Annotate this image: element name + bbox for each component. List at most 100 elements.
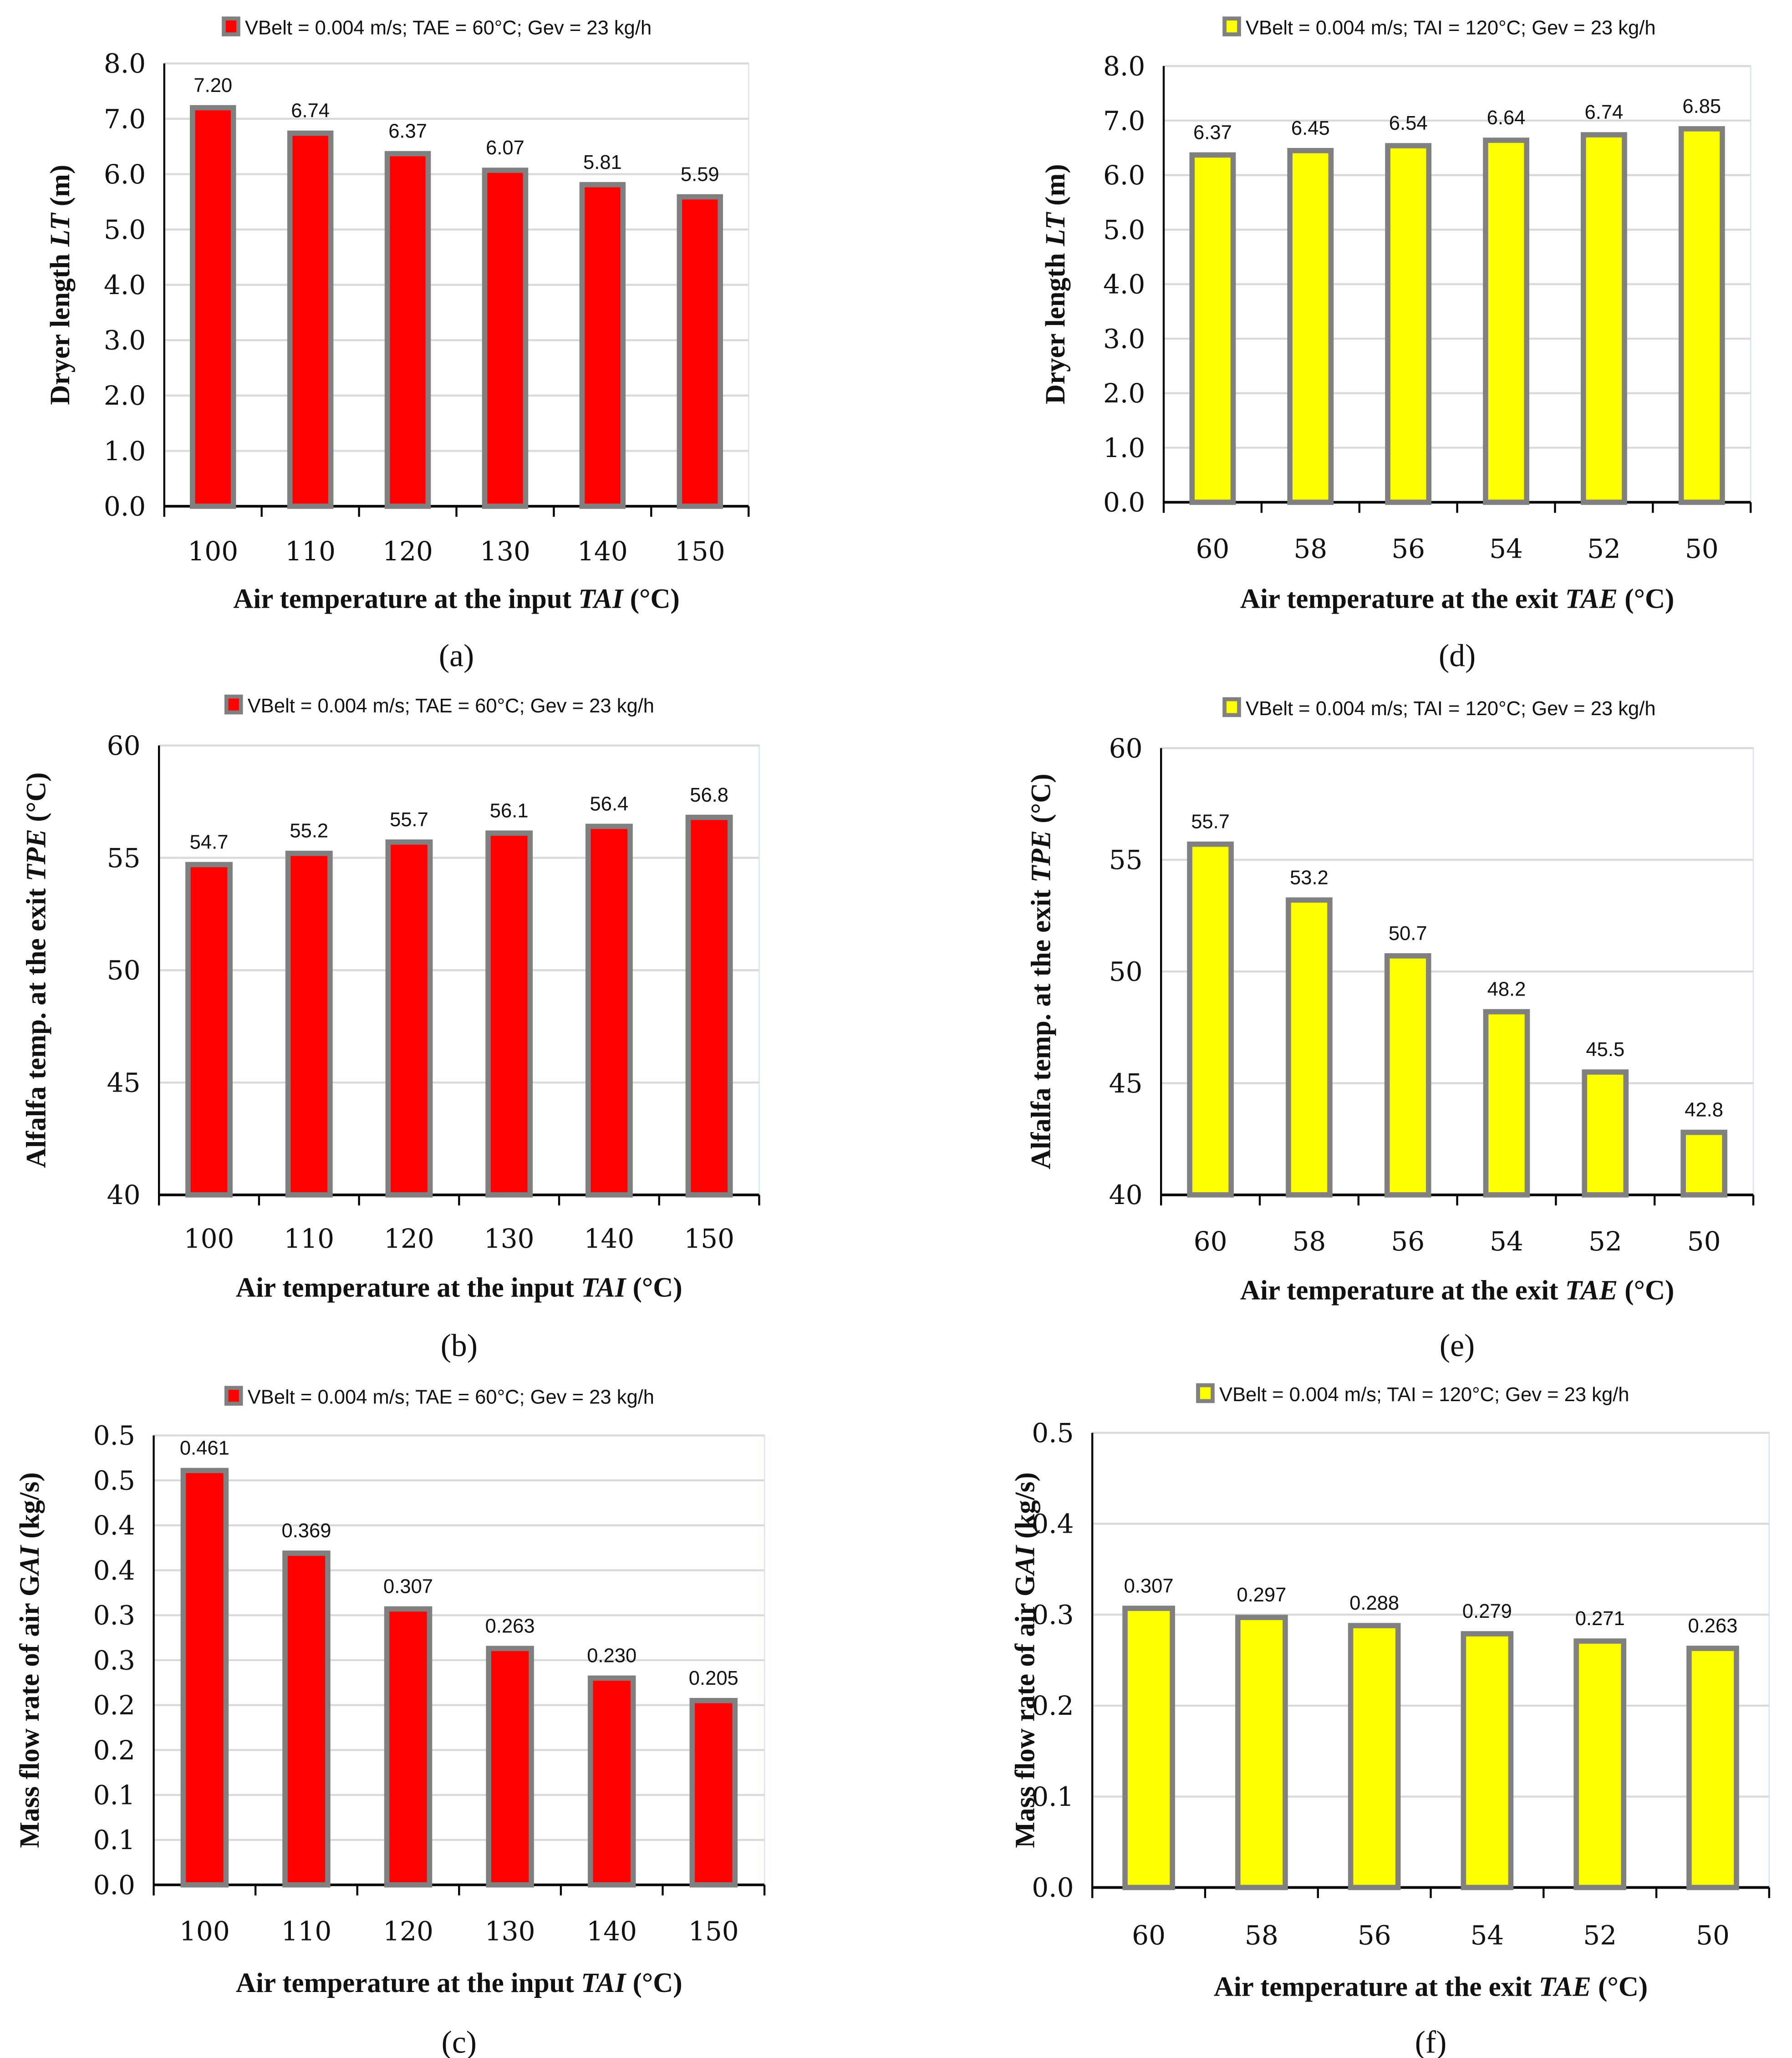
y-tick-label: 0.0 — [104, 491, 146, 522]
bar — [579, 182, 626, 509]
x-axis-title-part: (°C) — [626, 1272, 682, 1303]
y-tick-label: 50 — [107, 955, 141, 986]
data-label: 0.307 — [1124, 1575, 1174, 1597]
bar — [384, 151, 431, 509]
y-tick-label: 0.3 — [1032, 1599, 1074, 1630]
bar — [685, 814, 733, 1198]
y-tick-label: 0.3 — [93, 1645, 135, 1676]
legend-text: VBelt = 0.004 m/s; TAI = 120°C; Gev = 23… — [1246, 698, 1656, 720]
data-label: 0.263 — [1688, 1615, 1737, 1637]
x-axis-title-italic-part: TAI — [578, 584, 624, 615]
x-axis-title: Air temperature at the input TAI (°C) — [236, 1968, 682, 1998]
y-axis-title-italic-part: TPE — [1026, 830, 1056, 883]
bar — [587, 1675, 636, 1888]
data-label: 0.307 — [383, 1576, 433, 1598]
x-axis-title-part: Air temperature at the exit — [1214, 1972, 1539, 2002]
y-tick-label: 45 — [1109, 1068, 1143, 1099]
y-axis-title-part: Mass flow rate of air G — [1010, 1575, 1040, 1848]
data-label: 6.85 — [1682, 96, 1721, 117]
y-axis-title: Mass flow rate of air GAI (kg/s) — [1010, 1472, 1040, 1848]
y-tick-label: 3.0 — [1103, 323, 1145, 354]
y-tick-label: 5.0 — [1103, 214, 1145, 245]
y-tick-label: 0.1 — [93, 1779, 135, 1810]
y-tick-label: 7.0 — [104, 103, 146, 134]
x-axis-title-italic-part: TAE — [1565, 1275, 1618, 1306]
legend-text: VBelt = 0.004 m/s; TAI = 120°C; Gev = 23… — [1246, 17, 1656, 39]
legend-swatch — [222, 16, 240, 36]
x-tick-label: 140 — [577, 536, 628, 567]
data-label: 5.59 — [681, 164, 719, 186]
data-label: 0.263 — [485, 1615, 535, 1637]
bar — [1573, 1638, 1627, 1890]
legend-swatch — [1196, 1383, 1215, 1403]
legend-text: VBelt = 0.004 m/s; TAI = 120°C; Gev = 23… — [1219, 1384, 1629, 1406]
bar — [1348, 1623, 1401, 1890]
y-tick-label: 0.0 — [1032, 1872, 1074, 1903]
data-label: 54.7 — [190, 831, 229, 853]
bar — [282, 1550, 331, 1888]
x-tick-label: 120 — [383, 1916, 433, 1947]
data-label: 0.271 — [1575, 1608, 1625, 1630]
x-axis-title-italic-part: TAE — [1565, 584, 1618, 615]
x-axis-title-part: (°C) — [626, 1968, 682, 1998]
bar — [1286, 897, 1333, 1198]
x-tick-label: 100 — [184, 1223, 234, 1254]
y-tick-label: 40 — [107, 1179, 141, 1210]
data-label: 56.8 — [690, 784, 728, 806]
x-axis-title-part: Air temperature at the input — [233, 584, 578, 615]
bar — [1385, 143, 1432, 505]
y-tick-label: 6.0 — [1103, 160, 1145, 191]
x-axis-title-part: (°C) — [1618, 584, 1674, 615]
x-axis-title-part: Air temperature at the input — [236, 1968, 581, 1998]
x-tick-label: 54 — [1470, 1920, 1504, 1951]
y-tick-label: 45 — [107, 1067, 141, 1098]
bar — [1287, 148, 1334, 505]
y-axis-title-part: Mass flow rate of air G — [15, 1575, 45, 1848]
y-axis-title: Dryer length LT (m) — [45, 165, 76, 405]
data-label: 6.37 — [1193, 122, 1232, 144]
x-tick-label: 100 — [179, 1916, 230, 1947]
panel-label: (d) — [1439, 638, 1476, 673]
x-axis-title-italic-part: TAI — [581, 1968, 627, 1998]
y-tick-label: 4.0 — [1103, 269, 1145, 300]
y-tick-label: 0.0 — [1103, 487, 1145, 518]
y-tick-label: 0.2 — [1032, 1690, 1074, 1721]
legend-swatch — [1222, 16, 1241, 36]
y-tick-label: 0.1 — [1032, 1781, 1074, 1812]
x-tick-label: 50 — [1696, 1920, 1730, 1951]
x-tick-label: 120 — [382, 536, 433, 567]
y-axis-title: Mass flow rate of air GAI (kg/s) — [15, 1472, 45, 1848]
data-label: 6.45 — [1291, 117, 1330, 139]
data-label: 0.230 — [587, 1645, 636, 1667]
y-tick-label: 0.5 — [93, 1465, 135, 1496]
x-axis-title: Air temperature at the exit TAE (°C) — [1240, 1275, 1674, 1306]
x-tick-label: 52 — [1588, 1226, 1622, 1257]
data-label: 0.279 — [1462, 1601, 1512, 1622]
y-tick-label: 55 — [1109, 844, 1143, 875]
y-tick-label: 1.0 — [104, 436, 146, 467]
y-tick-label: 6.0 — [104, 159, 146, 190]
data-label: 6.07 — [486, 137, 524, 159]
y-axis-title-part: Dryer length — [45, 247, 76, 405]
x-axis-title: Air temperature at the exit TAE (°C) — [1214, 1972, 1648, 2002]
data-label: 55.7 — [390, 809, 428, 831]
x-tick-label: 58 — [1293, 533, 1327, 564]
x-tick-label: 50 — [1687, 1226, 1721, 1257]
x-tick-label: 130 — [485, 1916, 535, 1947]
y-tick-label: 8.0 — [1103, 51, 1145, 82]
bar — [1582, 1069, 1629, 1198]
data-label: 53.2 — [1290, 867, 1329, 889]
y-tick-label: 50 — [1109, 956, 1143, 987]
y-axis-title-part: (kg/s) — [1010, 1472, 1040, 1545]
x-tick-label: 50 — [1685, 533, 1719, 564]
legend-swatch — [224, 1386, 243, 1406]
x-axis-title-part: Air temperature at the exit — [1240, 584, 1565, 615]
x-tick-label: 58 — [1245, 1920, 1278, 1951]
bar — [1189, 152, 1236, 505]
x-tick-label: 110 — [281, 1916, 332, 1947]
y-axis-title-italic-part: LT — [45, 212, 76, 247]
y-tick-label: 40 — [1109, 1179, 1143, 1210]
y-tick-label: 55 — [107, 843, 141, 874]
y-axis-title-part: Alfalfa temp. at the exit — [1026, 883, 1056, 1169]
chart-a: 0.0 1.0 2.0 3.0 4.0 5.0 6.0 7.0 8.0 7.20 100 6.74 11… — [45, 16, 750, 673]
